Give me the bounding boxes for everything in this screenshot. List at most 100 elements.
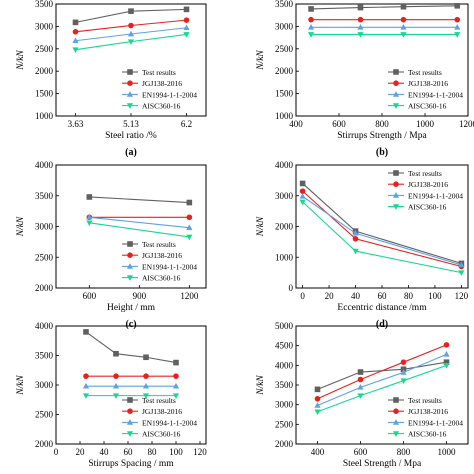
- legend-label: AISC360-16: [408, 102, 447, 111]
- y-tick-label: 4000: [35, 160, 54, 170]
- x-tick-label: 20: [325, 291, 335, 301]
- data-point: [400, 369, 407, 375]
- x-tick-label: 5.13: [123, 119, 139, 129]
- x-axis-label: Steel ratio /%: [105, 131, 157, 141]
- data-point: [72, 28, 79, 35]
- data-point: [83, 329, 89, 335]
- data-point: [454, 16, 461, 23]
- data-point: [352, 236, 359, 242]
- data-point: [113, 350, 119, 357]
- x-tick-label: 1200: [459, 119, 474, 129]
- y-axis-label: N/kN: [256, 50, 266, 71]
- legend-marker: [393, 69, 399, 75]
- legend-marker: [393, 397, 399, 403]
- y-axis-label: N/kN: [16, 216, 26, 237]
- series-line-0: [317, 361, 447, 390]
- legend-marker: [393, 80, 399, 86]
- x-tick-label: 3.63: [68, 119, 84, 129]
- y-tick-label: 1000: [275, 252, 294, 262]
- legend-label: EN1994-1-1-2004: [408, 90, 463, 99]
- y-tick-label: 4000: [275, 360, 294, 370]
- y-tick-label: 3000: [35, 380, 54, 390]
- legend-marker: [127, 408, 133, 415]
- chart-panel-0: 3.63 5.13 6.2 1000 1500 2000 2500 3000 3500 Steel…: [16, 0, 207, 158]
- data-point: [186, 199, 193, 206]
- x-tick-label: 100: [169, 447, 183, 457]
- data-point: [357, 4, 364, 11]
- data-point: [400, 16, 407, 23]
- data-point: [400, 378, 407, 384]
- series-line-0: [311, 5, 458, 10]
- x-axis-label: Stirrups Strength / Mpa: [337, 131, 427, 141]
- y-tick-label: 3000: [275, 400, 294, 410]
- panel-label: (c): [125, 319, 136, 330]
- y-tick-label: 2000: [35, 439, 54, 449]
- data-point: [352, 248, 359, 255]
- x-tick-label: 600: [332, 119, 346, 129]
- x-axis-label: Eccentric distance /mm: [337, 303, 427, 313]
- data-point: [183, 32, 190, 38]
- data-point: [443, 342, 450, 348]
- legend-label: EN1994-1-1-2004: [142, 418, 197, 427]
- data-point: [357, 369, 364, 375]
- legend-label: EN1994-1-1-2004: [408, 191, 463, 200]
- x-tick-label: 800: [375, 119, 389, 129]
- x-tick-label: 80: [148, 447, 158, 457]
- series-line-2: [317, 353, 447, 406]
- data-point: [172, 382, 180, 389]
- legend-label: Test results: [408, 396, 442, 405]
- data-point: [173, 373, 179, 379]
- data-point: [183, 6, 190, 13]
- data-point: [443, 363, 450, 369]
- data-point: [86, 194, 93, 200]
- data-point: [458, 261, 465, 268]
- data-point: [400, 3, 407, 10]
- data-point: [443, 351, 450, 357]
- y-tick-label: 1500: [275, 89, 294, 99]
- data-point: [143, 373, 149, 379]
- y-tick-label: 3500: [275, 0, 294, 9]
- y-tick-label: 2000: [35, 66, 54, 76]
- x-tick-label: 600: [354, 447, 368, 457]
- y-tick-label: 2000: [275, 66, 294, 76]
- legend-marker: [127, 69, 133, 75]
- chart-panel-3: 0 20 40 60 80 100 120 0 1000 2000 3000 4000 Eccentri…: [256, 160, 469, 330]
- series-line-0: [89, 196, 190, 204]
- y-tick-label: 2500: [35, 410, 54, 420]
- legend-marker: [393, 408, 399, 415]
- data-point: [112, 382, 120, 389]
- legend-label: JGJ138-2016: [408, 407, 448, 416]
- data-point: [186, 234, 193, 241]
- y-tick-label: 2000: [275, 439, 294, 449]
- legend-label: AISC360-16: [142, 274, 181, 283]
- data-point: [142, 393, 150, 399]
- y-tick-label: 2000: [275, 222, 294, 232]
- legend-marker: [126, 431, 134, 437]
- panel-label: (b): [376, 147, 388, 158]
- y-tick-label: 5000: [275, 321, 294, 331]
- data-point: [127, 30, 135, 37]
- x-tick-label: 400: [289, 119, 303, 129]
- legend-marker: [393, 181, 399, 187]
- legend-marker: [126, 419, 134, 425]
- legend-marker: [126, 275, 134, 281]
- data-point: [83, 373, 89, 379]
- data-point: [72, 19, 79, 26]
- legend-marker: [392, 431, 400, 437]
- data-point: [183, 24, 190, 31]
- x-tick-label: 0: [54, 447, 59, 457]
- data-point: [314, 395, 321, 402]
- x-tick-label: 100: [428, 291, 442, 301]
- x-tick-label: 20: [76, 447, 86, 457]
- y-tick-label: 3000: [35, 21, 54, 31]
- legend-label: EN1994-1-1-2004: [142, 262, 197, 271]
- x-tick-label: 0: [300, 291, 305, 301]
- data-point: [86, 220, 93, 227]
- y-tick-label: 2000: [35, 283, 54, 293]
- y-tick-label: 3000: [275, 191, 294, 201]
- legend-marker: [393, 170, 399, 176]
- legend-label: JGJ138-2016: [142, 407, 182, 416]
- data-point: [72, 37, 79, 44]
- legend-label: JGJ138-2016: [142, 79, 182, 88]
